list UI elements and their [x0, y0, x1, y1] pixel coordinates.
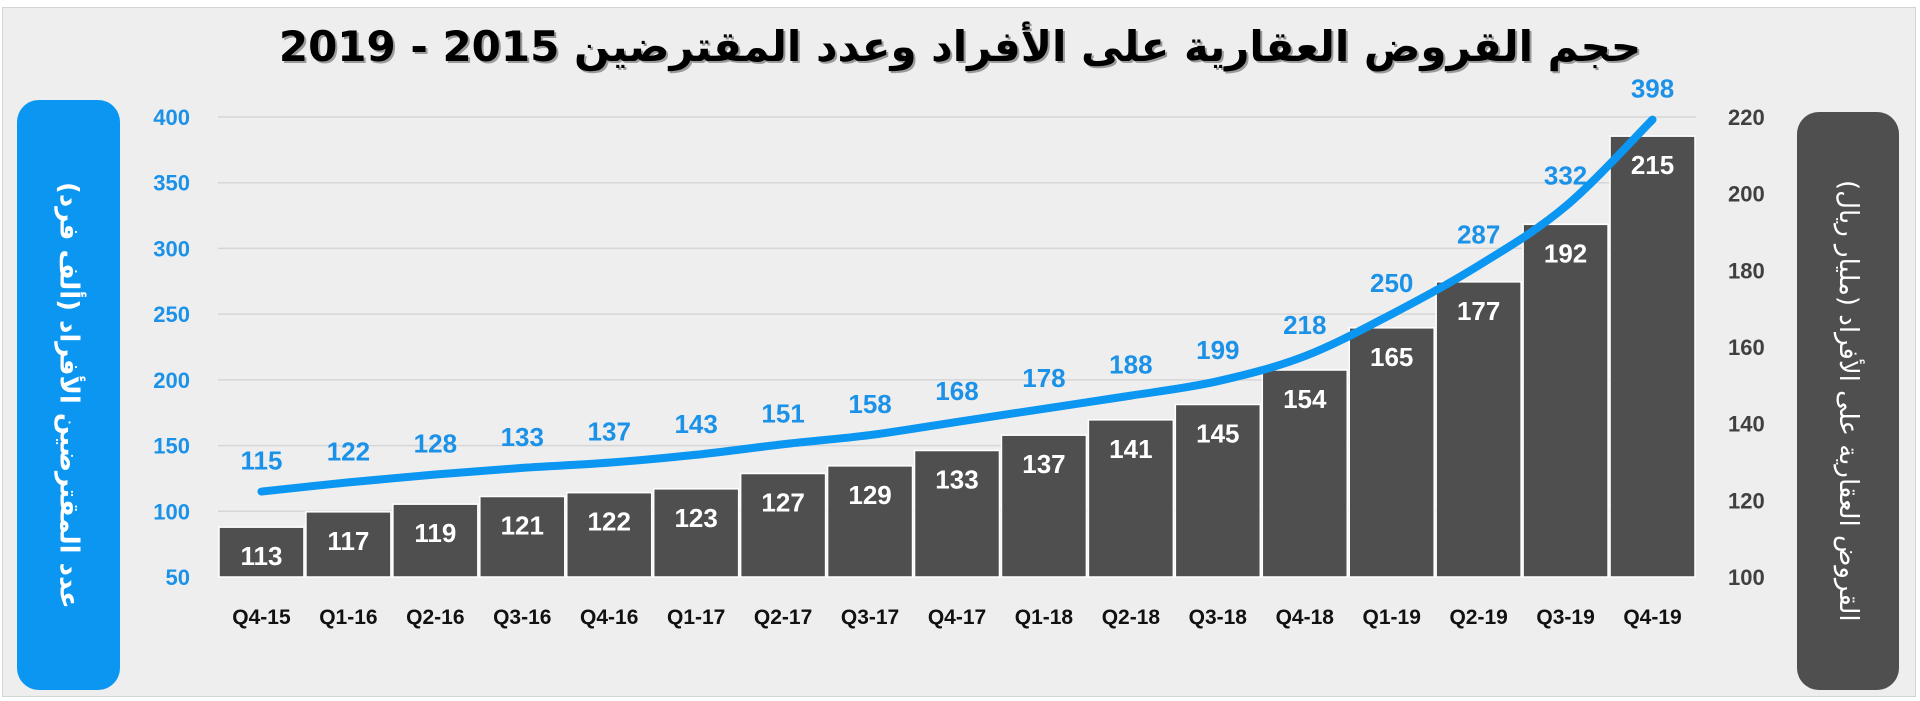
line-value-label: 218	[1283, 310, 1326, 340]
bar-value-label: 123	[674, 503, 717, 533]
right-axis-tick: 180	[1728, 258, 1765, 283]
right-axis-tick: 160	[1728, 335, 1765, 360]
bar	[305, 511, 392, 578]
bar	[218, 526, 305, 578]
line-value-label: 250	[1370, 268, 1413, 298]
bar-value-label: 154	[1283, 384, 1327, 414]
x-axis-category-label: Q1-17	[667, 606, 725, 629]
bar-value-label: 192	[1544, 238, 1587, 268]
bar	[392, 503, 479, 578]
bar	[566, 491, 653, 578]
x-axis-category-label: Q1-16	[319, 606, 377, 629]
bar	[739, 472, 827, 578]
x-axis-category-label: Q2-17	[754, 606, 812, 629]
left-axis-tick: 150	[153, 434, 190, 459]
line-value-label: 188	[1109, 350, 1152, 380]
bar	[1348, 327, 1435, 578]
right-axis-tick: 100	[1728, 565, 1765, 590]
bar	[1174, 403, 1262, 578]
x-axis-category-label: Q4-19	[1623, 606, 1681, 629]
bar	[479, 495, 566, 578]
line-value-label: 199	[1196, 335, 1239, 365]
right-axis-title-box: القروض العقارية على الأفراد (مليار ريال)	[1797, 112, 1899, 690]
left-axis-tick: 50	[166, 565, 190, 590]
bar	[1609, 135, 1696, 578]
bar-value-label: 215	[1631, 150, 1674, 180]
bar-value-label: 145	[1196, 419, 1239, 449]
line-value-label: 137	[588, 417, 631, 447]
x-axis-category-label: Q4-15	[232, 606, 291, 629]
line-value-label: 287	[1457, 220, 1500, 250]
x-axis-category-label: Q4-18	[1276, 606, 1335, 629]
x-axis-category-label: Q3-16	[493, 606, 551, 629]
bar-value-label: 121	[501, 511, 544, 541]
left-axis-tick: 100	[153, 499, 190, 524]
line-value-label: 158	[848, 389, 891, 419]
bar	[913, 449, 1001, 578]
line-value-label: 122	[327, 436, 370, 466]
left-axis-tick: 250	[153, 302, 190, 327]
x-axis-category-label: Q1-19	[1363, 606, 1421, 629]
left-axis-title-box: عدد المقترضين الأفراد (ألف فرد)	[17, 100, 120, 690]
x-axis-category-label: Q2-16	[406, 606, 464, 629]
bar-value-label: 137	[1022, 449, 1065, 479]
bar	[826, 465, 914, 578]
bar-value-label: 113	[240, 541, 282, 571]
x-axis-category-label: Q4-16	[580, 606, 638, 629]
left-axis-tick: 350	[153, 171, 190, 196]
left-axis-tick: 200	[153, 368, 190, 393]
left-axis-title: عدد المقترضين الأفراد (ألف فرد)	[53, 181, 84, 609]
right-axis-tick: 200	[1728, 182, 1765, 207]
line-value-label: 398	[1631, 74, 1674, 104]
bar-value-label: 122	[588, 507, 631, 537]
bar-value-label: 127	[761, 488, 804, 518]
right-axis-title: القروض العقارية على الأفراد (مليار ريال)	[1833, 180, 1863, 622]
line-value-label: 151	[761, 398, 804, 428]
bar	[652, 488, 740, 578]
x-axis-category-label: Q3-17	[841, 606, 899, 629]
bar-value-label: 165	[1370, 342, 1413, 372]
bar	[1435, 281, 1522, 578]
line-value-label: 143	[674, 409, 717, 439]
x-axis-category-label: Q2-18	[1102, 606, 1161, 629]
bar-value-label: 133	[935, 465, 978, 495]
right-axis-tick: 140	[1728, 412, 1765, 437]
bar-value-label: 129	[848, 480, 891, 510]
bar	[1261, 369, 1348, 578]
line-value-label: 168	[935, 376, 978, 406]
x-axis-category-label: Q3-18	[1189, 606, 1248, 629]
right-axis-tick: 220	[1728, 105, 1765, 130]
x-axis-category-label: Q2-19	[1449, 606, 1507, 629]
x-axis-category-label: Q4-17	[928, 606, 986, 629]
bar-value-label: 177	[1457, 296, 1500, 326]
bar	[1522, 223, 1609, 578]
bar-value-label: 119	[414, 518, 456, 548]
right-axis-tick: 120	[1728, 488, 1765, 513]
line-value-label: 115	[240, 446, 282, 476]
line-value-label: 128	[414, 428, 457, 458]
line-value-label: 178	[1022, 363, 1065, 393]
bar	[1087, 419, 1175, 578]
left-axis-tick: 400	[153, 105, 190, 130]
borrowers-line	[257, 115, 1657, 496]
x-axis-category-label: Q3-19	[1536, 606, 1594, 629]
left-axis-tick: 300	[153, 236, 190, 261]
x-axis-category-label: Q1-18	[1015, 606, 1074, 629]
bar-value-label: 141	[1109, 434, 1152, 464]
bar-value-label: 117	[327, 526, 369, 556]
line-value-label: 133	[501, 422, 544, 452]
chart-title: حجم القروض العقارية على الأفراد وعدد الم…	[278, 22, 1642, 71]
line-value-label: 332	[1544, 160, 1587, 190]
bar	[1000, 434, 1088, 578]
